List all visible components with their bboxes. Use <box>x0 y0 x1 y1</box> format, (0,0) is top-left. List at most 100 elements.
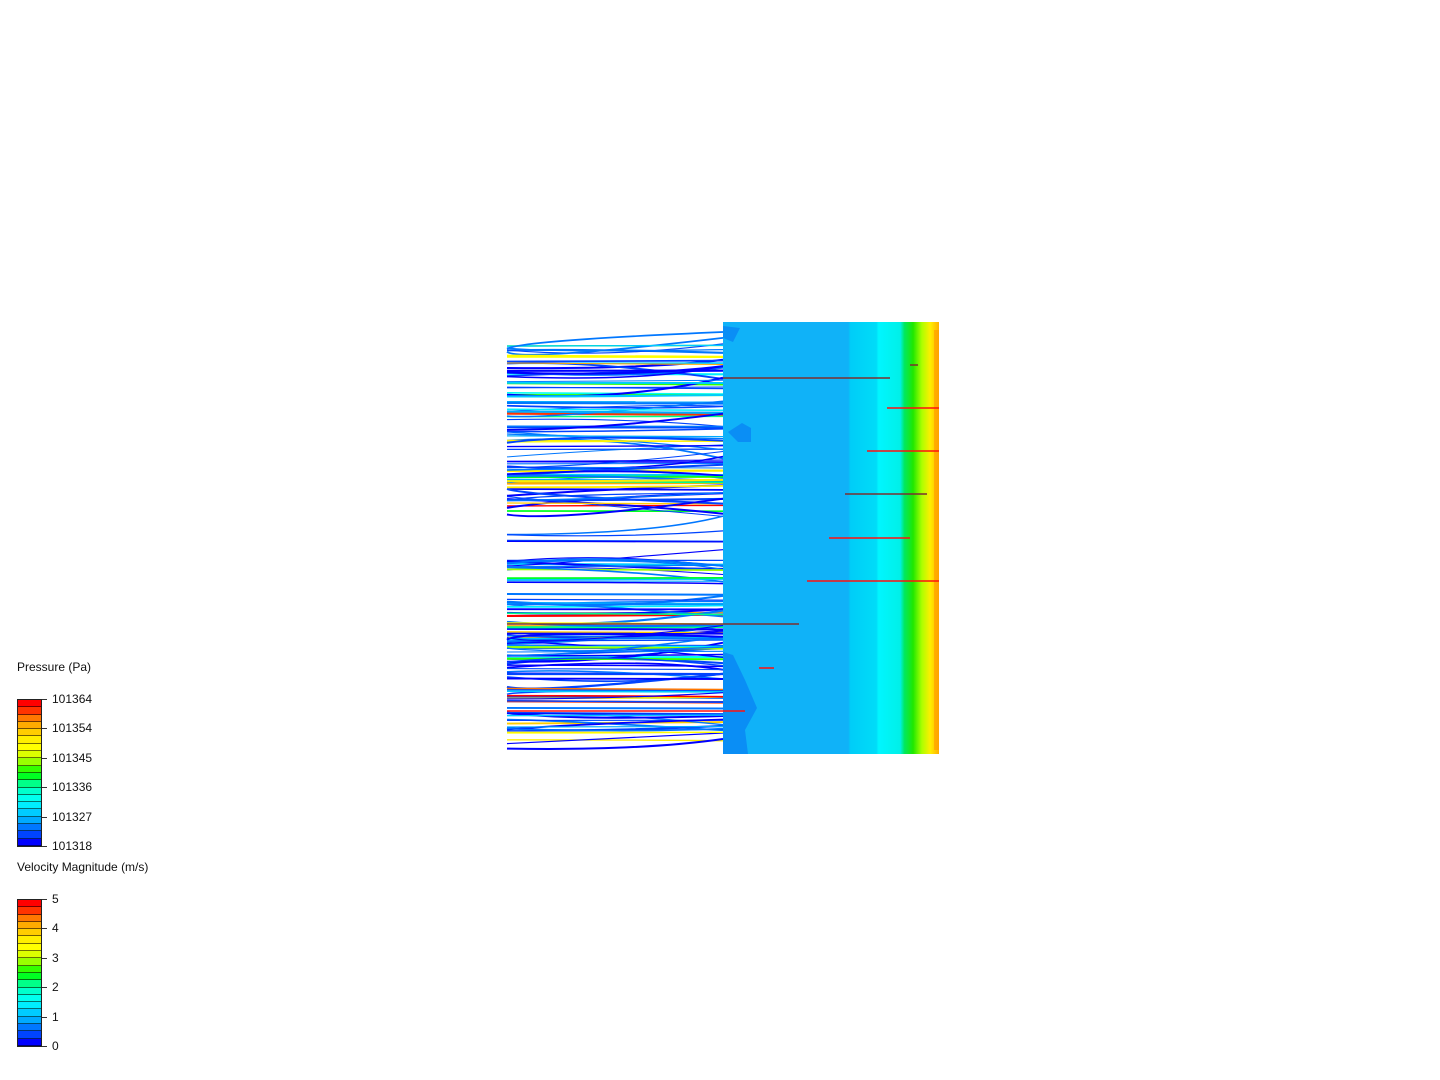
colorbar-tick-label: 101336 <box>52 780 93 795</box>
streamline <box>506 598 724 601</box>
colorbar-tick <box>42 899 47 900</box>
streamline <box>506 331 724 350</box>
streamline <box>506 580 724 582</box>
streamline <box>506 502 724 505</box>
particle-traces <box>507 364 939 712</box>
streamline <box>506 657 724 661</box>
colorbar-band <box>18 751 41 759</box>
colorbar-tick-label: 101364 <box>52 692 93 706</box>
streamline <box>506 504 724 507</box>
colorbar-band <box>18 1024 41 1032</box>
colorbar-tick <box>42 757 47 759</box>
streamline <box>506 337 724 356</box>
colorbar-band <box>18 951 41 959</box>
streamline <box>506 627 724 631</box>
streamline <box>506 657 724 667</box>
streamline <box>506 718 724 731</box>
colorbar-band <box>18 743 41 752</box>
colorbar-band <box>18 1038 41 1046</box>
colorbar-band <box>18 729 41 737</box>
colorbar-tick <box>42 728 47 730</box>
streamline <box>506 692 724 700</box>
streamline <box>506 688 724 692</box>
colorbar-band <box>18 772 41 781</box>
streamline <box>506 362 724 366</box>
streamline <box>506 564 724 568</box>
colorbar-band <box>18 736 41 744</box>
colorbar-band <box>18 965 41 973</box>
velocity-legend-title: Velocity Magnitude (m/s) <box>17 860 149 874</box>
pressure-colorbar <box>17 699 42 847</box>
streamline <box>506 700 724 704</box>
streamline <box>506 714 724 717</box>
colorbar-tick <box>42 787 47 789</box>
streamline <box>506 739 724 742</box>
streamline <box>506 725 724 728</box>
streamline <box>506 482 724 485</box>
colorbar-band <box>18 758 41 766</box>
streamline <box>506 343 724 354</box>
colorbar-band <box>18 900 41 908</box>
streamlines <box>506 331 724 750</box>
streamline <box>506 365 724 379</box>
streamline <box>506 706 724 710</box>
streamline <box>506 549 724 567</box>
colorbar-band <box>18 980 41 988</box>
streamline <box>506 497 724 518</box>
streamline <box>506 668 724 671</box>
streamline <box>506 593 724 596</box>
colorbar-band <box>18 1031 41 1039</box>
streamline <box>506 631 724 634</box>
streamline <box>506 436 724 444</box>
colorbar-band <box>18 1002 41 1010</box>
streamline <box>506 412 724 431</box>
colorbar-band <box>18 1016 41 1025</box>
streamline <box>506 428 724 433</box>
colorbar-band <box>18 907 41 915</box>
colorbar-band <box>18 824 41 832</box>
streamline <box>506 359 724 363</box>
colorbar-tick-label: 101327 <box>52 809 93 824</box>
streamline <box>506 612 724 616</box>
streamline <box>506 450 724 469</box>
colorbar-band <box>18 714 41 722</box>
streamline <box>506 694 724 698</box>
streamline <box>506 435 724 438</box>
streamline <box>506 581 724 585</box>
colorbar-band <box>18 809 41 817</box>
colorbar-tick <box>42 699 47 700</box>
streamline <box>506 594 724 607</box>
streamline <box>506 445 724 448</box>
streamline <box>506 568 724 571</box>
colorbar-tick-label: 0 <box>52 1039 59 1053</box>
colorbar-band <box>18 914 41 922</box>
streamline <box>506 670 724 680</box>
streamline <box>506 344 724 347</box>
streamline <box>506 358 724 370</box>
colorbar-tick <box>42 1016 47 1018</box>
streamline <box>506 625 724 641</box>
streamline <box>506 711 724 719</box>
streamline <box>506 732 724 745</box>
colorbar-band <box>18 994 41 1003</box>
colorbar-band <box>18 721 41 730</box>
streamline <box>506 365 724 375</box>
streamline <box>506 410 724 414</box>
colorbar-band <box>18 838 41 846</box>
colorbar-tick <box>42 987 47 989</box>
streamline <box>506 459 724 462</box>
streamline <box>506 738 724 750</box>
colorbar-tick-label: 1 <box>52 1009 59 1024</box>
colorbar-band <box>18 921 41 930</box>
streamline <box>506 475 724 479</box>
streamline <box>506 485 724 489</box>
streamline <box>506 731 724 734</box>
streamline <box>506 347 724 352</box>
streamline <box>506 604 724 608</box>
colorbar-band <box>18 958 41 966</box>
streamline <box>506 646 724 652</box>
streamline <box>506 392 724 395</box>
streamline <box>506 515 724 536</box>
streamline <box>506 418 724 428</box>
